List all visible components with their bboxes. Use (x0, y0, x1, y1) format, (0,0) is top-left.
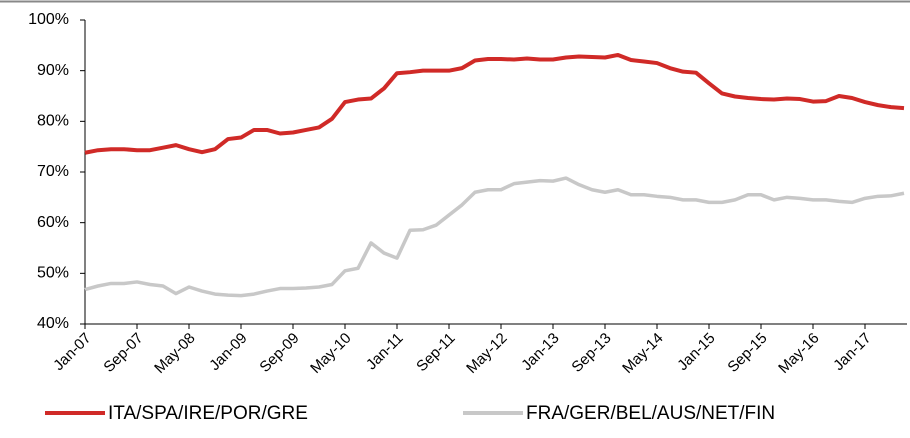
x-tick-label: May-08 (151, 330, 198, 377)
x-tick-label: Sep-15 (724, 330, 770, 376)
x-tick-label: Sep-11 (413, 330, 458, 375)
y-tick-label: 50% (37, 265, 69, 282)
y-tick-label: 80% (37, 113, 69, 130)
y-tick-label: 60% (37, 214, 69, 231)
x-tick-label: Sep-07 (100, 330, 146, 376)
legend-label: ITA/SPA/IRE/POR/GRE (108, 403, 308, 424)
x-tick-label: Sep-09 (256, 330, 302, 376)
x-tick-label: May-14 (619, 330, 666, 377)
x-tick-label: May-12 (463, 330, 510, 377)
line-series (84, 176, 905, 298)
x-tick-label: Jan-13 (518, 330, 562, 374)
legend-label: FRA/GER/BEL/AUS/NET/FIN (526, 403, 775, 424)
y-tick-label: 40% (37, 315, 69, 332)
x-tick-label: Jan-07 (50, 330, 94, 374)
x-tick-label: Jan-11 (363, 330, 407, 374)
x-tick-label: Sep-13 (568, 330, 614, 376)
x-tick-label: May-10 (307, 330, 354, 377)
y-tick-label: 100% (28, 11, 69, 28)
x-tick-label: May-16 (775, 330, 822, 377)
y-tick-label: 90% (37, 62, 69, 79)
y-tick-label: 70% (37, 163, 69, 180)
x-tick-label: Jan-15 (674, 330, 718, 374)
x-tick-label: Jan-17 (830, 330, 874, 374)
x-tick-label: Jan-09 (206, 330, 250, 374)
line-series (84, 52, 905, 155)
